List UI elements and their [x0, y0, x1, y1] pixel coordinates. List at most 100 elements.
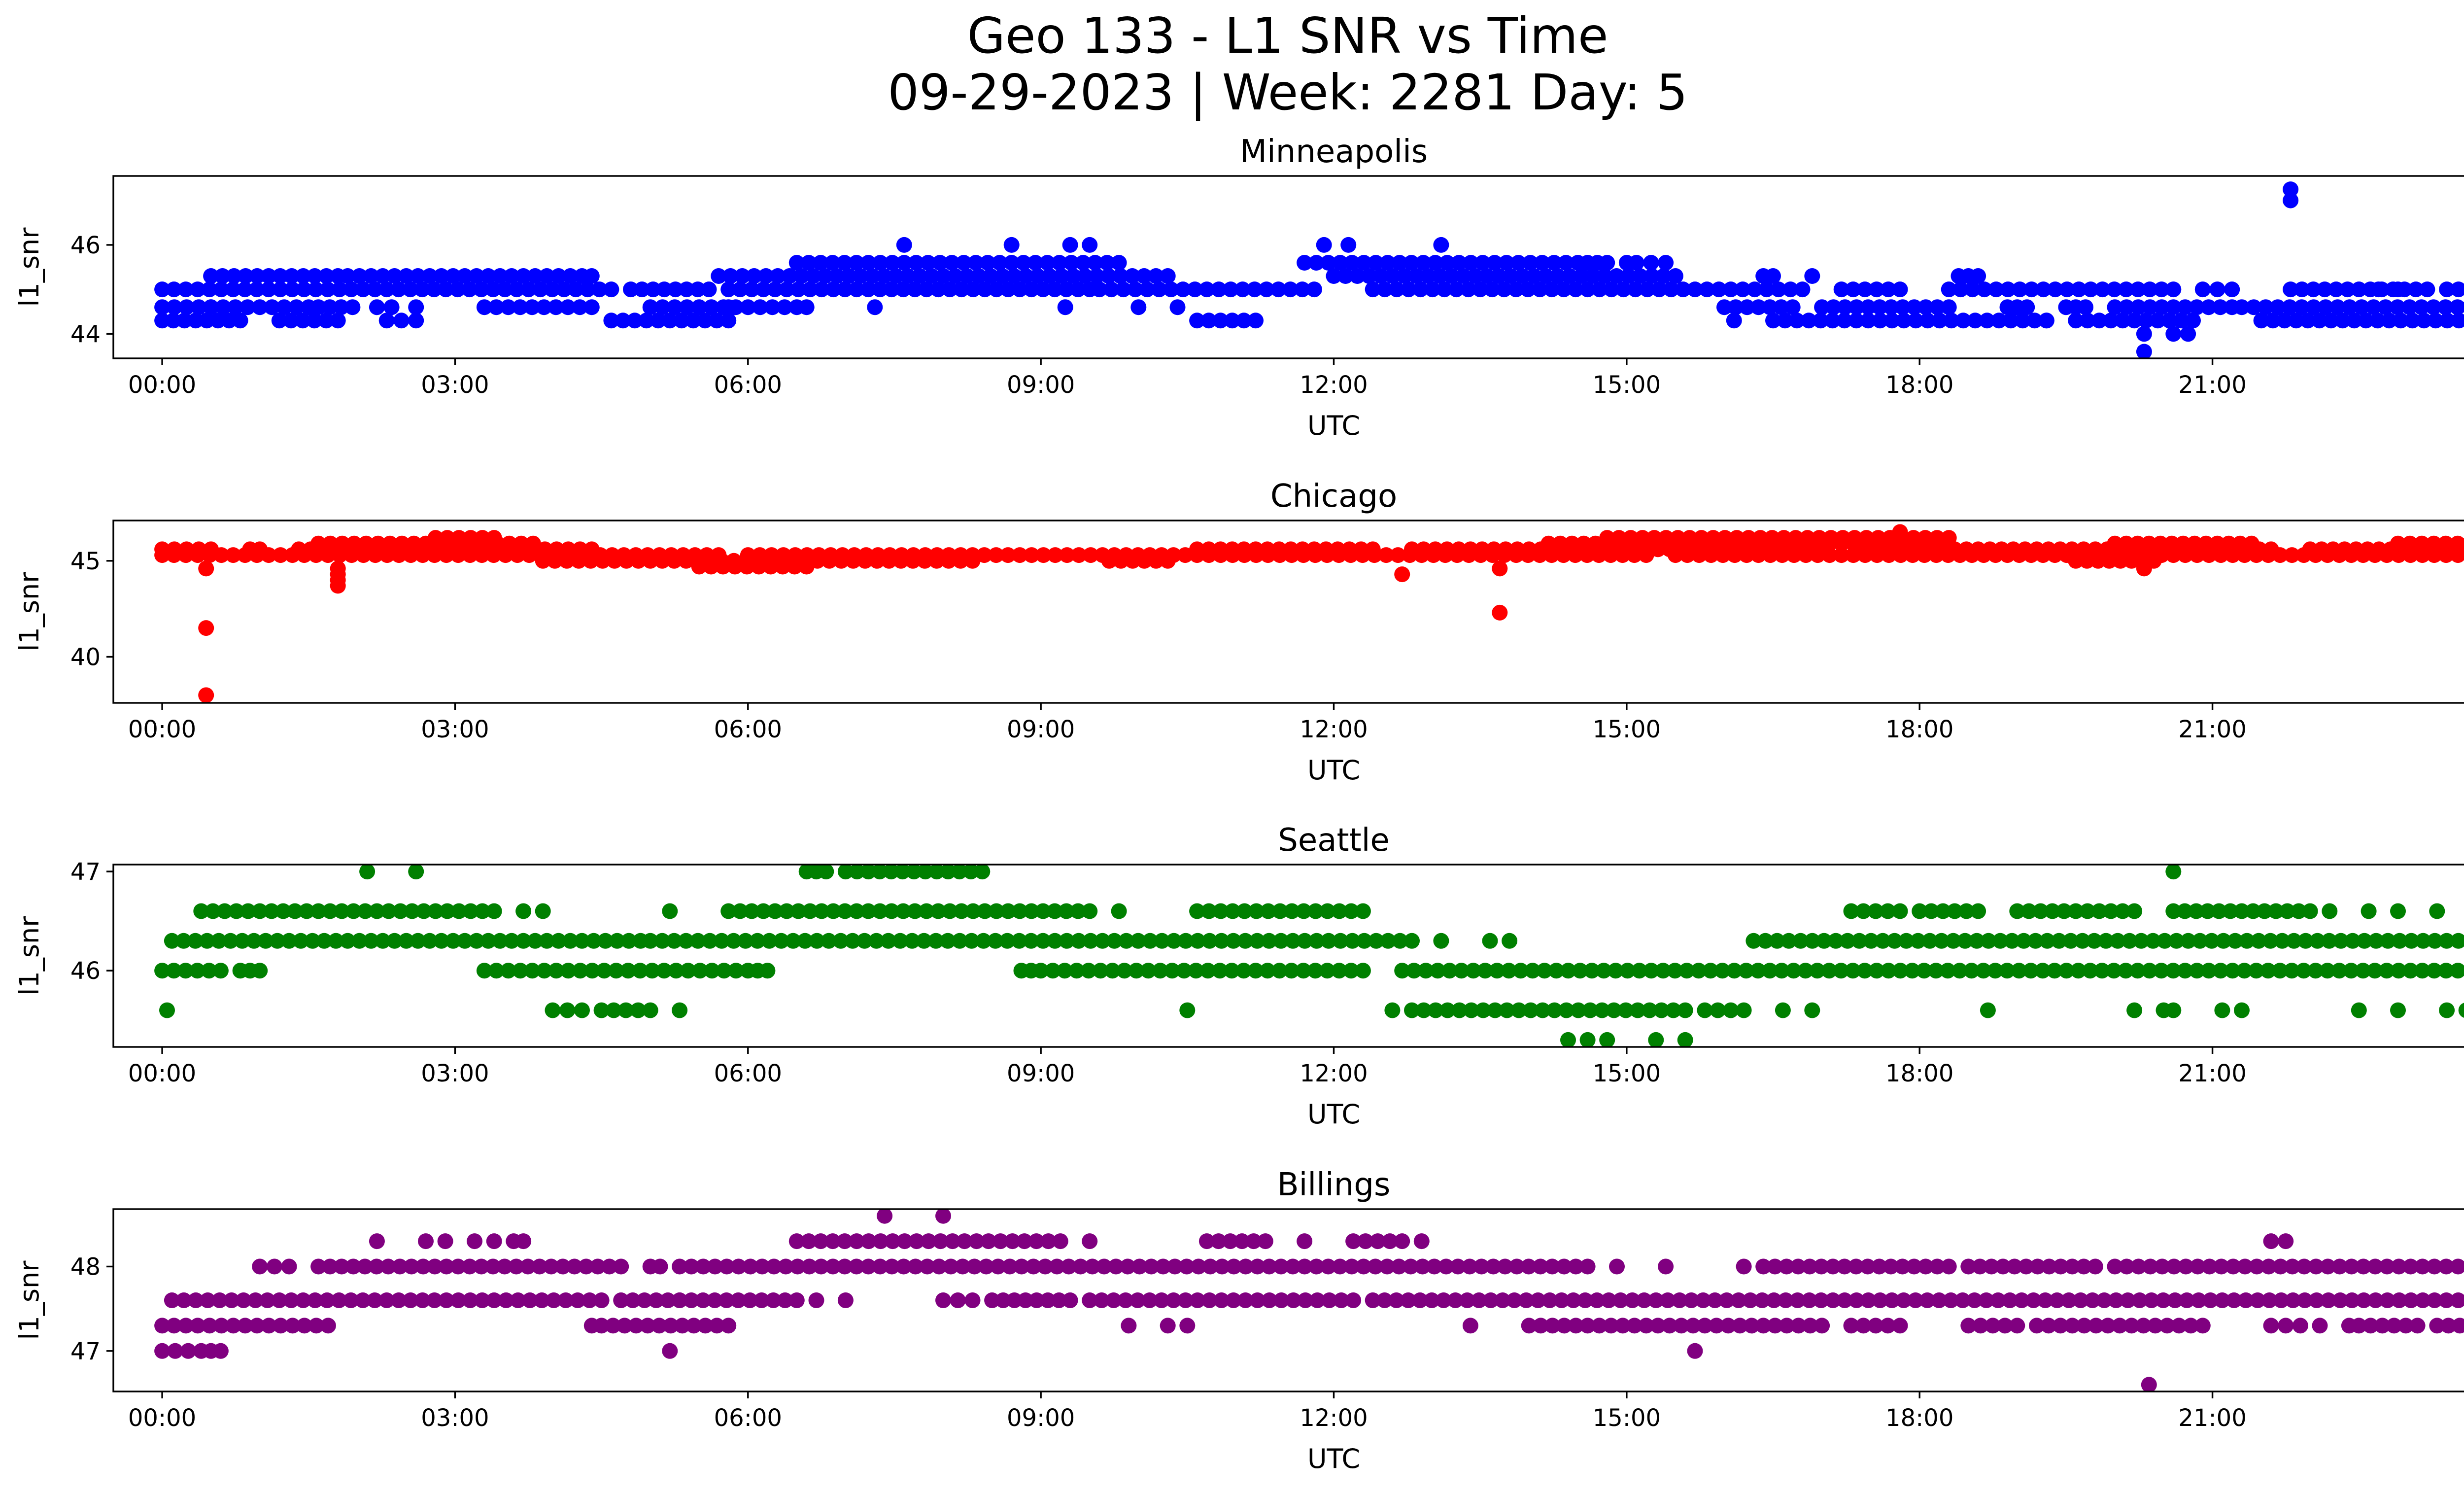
data-point-chicago-l2-s2-14 — [1833, 547, 1849, 563]
data-point-seattle-l0-s3-3 — [1736, 1002, 1752, 1018]
x-tick-label-seattle-5: 15:00 — [1593, 1060, 1661, 1087]
data-point-minneapolis-l2-s3-7 — [1175, 281, 1191, 298]
data-point-minneapolis-l1-s10-11 — [2365, 299, 2382, 315]
data-point-seattle-l3-s2-5 — [1248, 903, 1265, 919]
data-point-billings-l1-s5-4 — [2076, 1318, 2092, 1334]
data-point-minneapolis-l2-s2-2 — [744, 281, 760, 298]
data-point-seattle-l2-s2-39 — [2204, 933, 2220, 949]
data-point-seattle-l3-s6-0 — [2165, 903, 2182, 919]
data-point-minneapolis-l0-s7-18 — [2463, 316, 2464, 325]
data-point-seattle-l0-s1-1 — [606, 1002, 622, 1018]
data-point-minneapolis-l0-s5-14 — [1931, 313, 1948, 329]
data-point-chicago-l4-s2-2 — [2129, 535, 2146, 552]
data-point-billings-l3-s3-54 — [1308, 1258, 1325, 1275]
data-point-billings-l2-s6-29 — [1707, 1292, 1723, 1308]
data-point-minneapolis-l2-s0-13 — [308, 281, 324, 298]
data-point-seattle-l2-s1-32 — [1023, 933, 1039, 949]
data-point-minneapolis-l3-s3-21 — [1573, 268, 1589, 284]
data-point-seattle-l3-s0-9 — [299, 903, 315, 919]
data-point-billings-l1-s1-6 — [663, 1318, 679, 1334]
data-point-seattle-l3-s0-23 — [463, 903, 479, 919]
data-point-minneapolis-l0-s3-8 — [697, 313, 713, 329]
data-point-minneapolis-l1-s4-0 — [642, 299, 658, 315]
panel-title-chicago: Chicago — [1270, 478, 1397, 515]
data-point-minneapolis-l3-s1-11 — [469, 268, 484, 284]
data-point-seattle-l3-s0-12 — [334, 903, 350, 919]
data-point-minneapolis-extra-29 — [2390, 281, 2406, 298]
data-point-minneapolis-l1-s9-1 — [2119, 299, 2135, 315]
data-point-seattle-extra-0 — [159, 1002, 175, 1018]
data-point-minneapolis-l0-s5-13 — [1919, 313, 1936, 329]
data-point-billings-l3-s3-35 — [1084, 1258, 1100, 1275]
data-point-minneapolis-l3-s2-13 — [864, 268, 881, 284]
data-point-seattle-l1-s6-87 — [2426, 963, 2442, 979]
figure-title-line-2: 09-29-2023 | Week: 2281 Day: 5 — [888, 64, 1687, 121]
data-point-billings-l1-s1-9 — [697, 1318, 714, 1334]
data-point-seattle-extra-14 — [1579, 1032, 1596, 1047]
data-point-seattle-l1-s6-76 — [2295, 963, 2312, 979]
data-point-seattle-l1-s5-4 — [1081, 963, 1096, 979]
data-point-seattle-l2-s1-33 — [1035, 933, 1051, 949]
data-point-seattle-l2-s1-53 — [1273, 933, 1289, 949]
data-point-seattle-extra-18 — [1775, 1002, 1791, 1018]
panel-seattle: Seattle UTC l1_snr 00:00 03:00 06:00 09:00 1… — [14, 822, 2464, 1130]
data-point-seattle-l3-s1-3 — [755, 903, 772, 919]
data-point-minneapolis-l4-s0-26 — [1099, 255, 1115, 271]
data-point-billings-l1-s0-9 — [261, 1318, 277, 1334]
data-point-billings-l3-s1-12 — [450, 1258, 466, 1275]
data-point-chicago-l3-s4-4 — [1451, 541, 1467, 557]
data-point-billings-l3-s4-9 — [1860, 1258, 1876, 1275]
data-point-minneapolis-l4-s0-18 — [1003, 255, 1020, 271]
data-point-seattle-l1-s5-12 — [1176, 963, 1192, 979]
x-tick-label-minneapolis-1: 03:00 — [421, 371, 489, 399]
data-point-chicago-l2-s1-33 — [1130, 547, 1146, 563]
data-point-chicago-l2-s1-4 — [787, 547, 803, 563]
data-point-minneapolis-l1-s9-3 — [2142, 299, 2158, 315]
data-point-chicago-l3-s4-5 — [1462, 541, 1478, 557]
data-point-billings-l2-s4-4 — [1028, 1292, 1045, 1308]
data-point-minneapolis-l3-s2-9 — [817, 268, 833, 284]
data-point-minneapolis-l2-s6-16 — [2130, 281, 2146, 298]
data-point-billings-l3-s6-11 — [2237, 1258, 2253, 1275]
data-point-billings-l3-s6-5 — [2166, 1258, 2182, 1275]
data-point-billings-l4-s0-20 — [1028, 1233, 1045, 1250]
data-point-minneapolis-l1-s6-11 — [1941, 299, 1957, 315]
data-point-minneapolis-l2-s2-0 — [720, 281, 737, 298]
data-point-billings-l2-s0-33 — [558, 1292, 574, 1308]
data-point-chicago-l3-s5-12 — [1993, 541, 2010, 557]
data-point-minneapolis-l0-s7-3 — [2288, 313, 2304, 329]
data-point-seattle-l2-s1-2 — [666, 933, 682, 949]
data-point-billings-l3-s3-2 — [695, 1258, 711, 1275]
data-point-billings-l2-s6-37 — [1801, 1292, 1817, 1308]
data-point-minneapolis-l4-s0-17 — [992, 255, 1008, 271]
data-point-minneapolis-l4-s0-19 — [1015, 255, 1031, 271]
data-point-chicago-l3-s5-15 — [2029, 541, 2045, 557]
data-point-seattle-l2-s1-4 — [690, 933, 706, 949]
data-point-billings-l1-s2-15 — [1697, 1318, 1713, 1334]
data-point-minneapolis-l2-s0-0 — [154, 281, 171, 298]
data-point-chicago-l2-s0-45 — [687, 547, 703, 563]
data-point-minneapolis-l0-s6-7 — [2150, 313, 2166, 329]
data-point-minneapolis-l3-s2-0 — [711, 268, 727, 284]
data-point-chicago-l2-s1-31 — [1106, 547, 1123, 563]
x-tick-label-chicago-2: 06:00 — [714, 716, 782, 743]
data-point-billings-extra-12 — [935, 1209, 951, 1224]
data-point-billings-l3-s5-1 — [1972, 1258, 1988, 1275]
data-point-seattle-l2-s2-24 — [2027, 933, 2044, 949]
data-point-billings-l1-s4-3 — [1997, 1318, 2013, 1334]
data-point-billings-l3-s1-3 — [345, 1258, 361, 1275]
data-point-billings-l2-s6-52 — [1978, 1292, 1994, 1308]
data-point-billings-l2-s0-27 — [486, 1292, 502, 1308]
data-point-billings-l2-s5-12 — [1226, 1292, 1241, 1308]
data-point-minneapolis-l2-s8-11 — [2408, 281, 2424, 298]
data-point-seattle-l1-s6-18 — [1608, 963, 1624, 979]
data-point-seattle-l0-s2-20 — [1642, 1002, 1658, 1018]
data-point-seattle-l2-s1-43 — [1154, 933, 1170, 949]
data-point-billings-l1-s0-2 — [178, 1318, 194, 1334]
data-point-minneapolis-l4-s1-8 — [1392, 255, 1407, 271]
data-point-billings-l3-s3-45 — [1202, 1258, 1218, 1275]
data-point-seattle-l0-s2-21 — [1653, 1002, 1670, 1018]
data-point-minneapolis-l2-s1-7 — [701, 281, 717, 298]
data-point-billings-l2-s2-2 — [695, 1292, 711, 1308]
data-point-minneapolis-extra-2 — [583, 268, 600, 284]
